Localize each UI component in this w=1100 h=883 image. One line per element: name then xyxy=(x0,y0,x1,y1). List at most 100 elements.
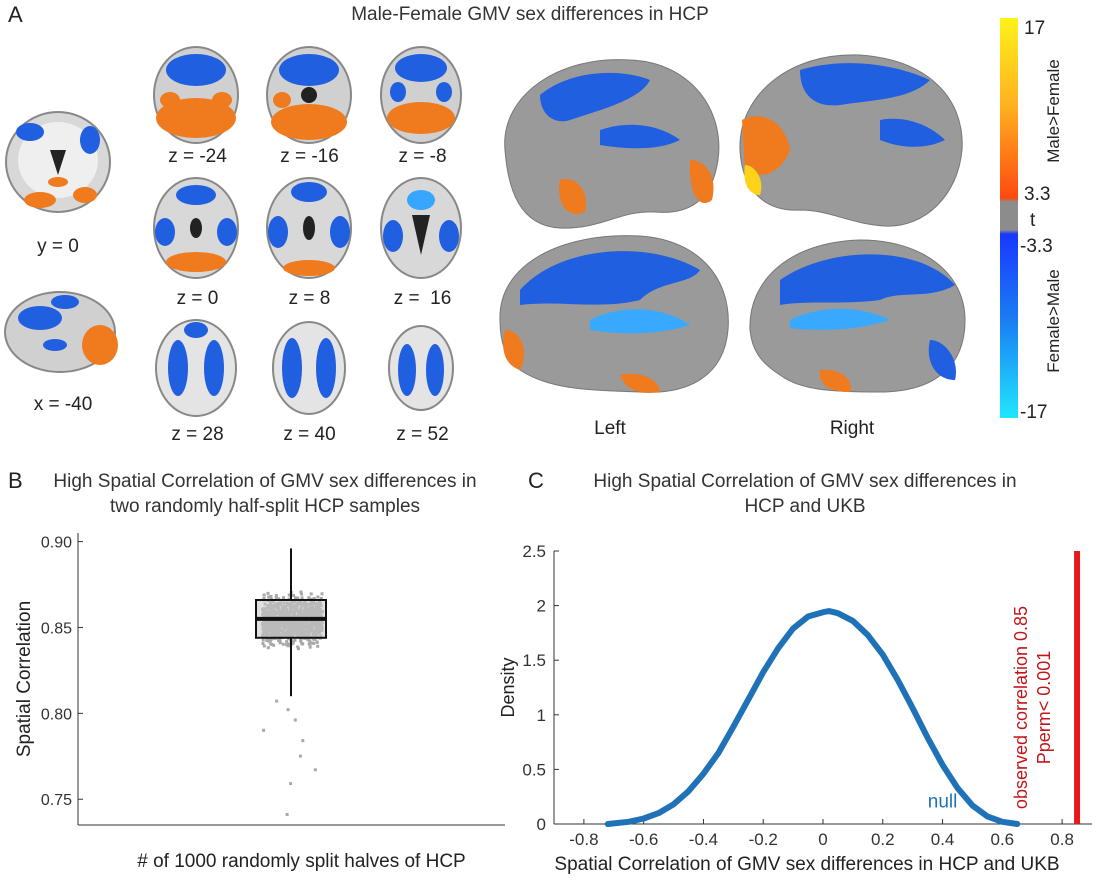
panel-a-letter: A xyxy=(8,2,23,27)
colorbar-neg-threshold: -3.3 xyxy=(1020,236,1053,257)
scatter-point xyxy=(310,641,314,645)
x-axis-label: Spatial Correlation of GMV sex differenc… xyxy=(554,854,1059,875)
x-tick-label: -0.8 xyxy=(569,830,598,849)
y-tick-label: 1.5 xyxy=(522,651,546,670)
colorbar-pos-threshold: 3.3 xyxy=(1024,184,1051,205)
colorbar-negative-label: Female>Male xyxy=(1044,269,1063,373)
outlier-point xyxy=(301,739,305,743)
null-density-curve xyxy=(604,608,1021,827)
scatter-point xyxy=(312,641,316,645)
x-tick-label: 0.8 xyxy=(1050,830,1074,849)
scatter-point xyxy=(278,638,282,642)
label-z-m24: z = -24 xyxy=(168,146,227,167)
scatter-point xyxy=(282,596,285,600)
scatter-point xyxy=(320,592,324,596)
scatter-point xyxy=(268,640,272,644)
label-z-52: z = 52 xyxy=(396,424,449,445)
label-z-16: z = 16 xyxy=(393,288,452,309)
scatter-point xyxy=(287,593,291,597)
scatter-point xyxy=(316,595,320,599)
scatter-point xyxy=(268,638,272,642)
label-z-m8: z = -8 xyxy=(398,146,447,167)
scatter-point xyxy=(293,638,297,642)
sagittal-slice xyxy=(4,291,118,373)
scatter-point xyxy=(287,642,291,646)
scatter-point xyxy=(284,643,288,647)
scatter-point xyxy=(261,642,265,645)
scatter-point xyxy=(266,637,270,641)
scatter-point xyxy=(316,644,320,648)
scatter-point xyxy=(269,594,273,598)
x-tick-label: 0 xyxy=(818,830,827,849)
label-left-hemisphere: Left xyxy=(594,418,626,439)
panel-c-density-chart: 0 0.5 1 1.5 2 2.5 -0.8 -0.6 -0.4 -0.2 0 0.2 0.4 0.6 0.… xyxy=(498,542,1092,875)
scatter-point xyxy=(267,595,271,599)
scatter-point xyxy=(299,638,303,641)
scatter-point xyxy=(262,644,266,648)
scatter-point xyxy=(308,642,312,646)
null-series-label: null xyxy=(928,792,958,813)
scatter-point xyxy=(300,642,304,645)
scatter-point xyxy=(291,641,295,645)
y-axis-label: Spatial Correlation xyxy=(14,601,35,757)
y-tick-label: 0 xyxy=(537,815,546,834)
scatter-point xyxy=(270,643,274,646)
scatter-point xyxy=(274,595,278,599)
outlier-point xyxy=(262,728,266,732)
y-tick-label: 0.90 xyxy=(41,535,72,552)
outlier-point xyxy=(275,699,279,703)
axial-slices xyxy=(153,46,462,417)
panel-a-title: Male-Female GMV sex differences in HCP xyxy=(351,4,709,25)
label-z-0: z = 0 xyxy=(176,288,219,309)
scatter-point xyxy=(300,596,304,600)
colorbar-positive-label: Male>Female xyxy=(1044,59,1063,163)
x-tick-label: -0.2 xyxy=(749,830,778,849)
y-tick-label: 0.5 xyxy=(522,760,546,779)
scatter-point xyxy=(308,645,312,649)
scatter-point xyxy=(293,596,297,600)
panel-c-letter: C xyxy=(528,468,544,493)
scatter-point xyxy=(296,596,300,600)
brain-figure xyxy=(4,18,1018,418)
y-tick-label: 2 xyxy=(537,597,546,616)
scatter-point xyxy=(312,637,316,641)
label-sagittal: x = -40 xyxy=(33,394,93,415)
outlier-point xyxy=(298,754,302,758)
observed-label-line2: Pperm< 0.001 xyxy=(1034,651,1054,765)
outlier-point xyxy=(286,708,290,712)
scatter-point xyxy=(312,597,316,600)
outlier-point xyxy=(289,782,293,786)
colorbar-t-label: t xyxy=(1030,210,1036,231)
scatter-point xyxy=(272,643,276,647)
scatter-point xyxy=(299,639,303,643)
scatter-point xyxy=(292,594,296,597)
panel-c-title-line2: HCP and UKB xyxy=(744,496,866,517)
observed-label-line1: observed correlation 0.85 xyxy=(1011,606,1031,809)
scatter-point xyxy=(262,593,266,597)
label-z-28: z = 28 xyxy=(171,424,224,445)
y-tick-label: 0.75 xyxy=(41,792,72,809)
scatter-point xyxy=(299,590,303,594)
outlier-point xyxy=(285,813,289,816)
scatter-point xyxy=(291,639,295,643)
colorbar-min: -17 xyxy=(1020,402,1048,423)
colorbar-max: 17 xyxy=(1024,18,1046,39)
scatter-point xyxy=(308,639,312,643)
y-tick-label: 2.5 xyxy=(522,542,546,561)
label-z-m16: z = -16 xyxy=(280,146,339,167)
panel-b-title-line1: High Spatial Correlation of GMV sex diff… xyxy=(53,471,477,492)
scatter-point xyxy=(274,594,278,598)
y-tick-label: 1 xyxy=(537,706,546,725)
label-right-hemisphere: Right xyxy=(829,418,875,439)
surface-right-medial xyxy=(749,239,966,393)
scatter-point xyxy=(276,597,280,601)
label-z-8: z = 8 xyxy=(288,288,331,309)
scatter-point xyxy=(261,638,265,642)
scatter-point xyxy=(288,597,292,601)
scatter-point xyxy=(306,638,310,642)
scatter-point xyxy=(319,596,323,600)
x-tick-label: -0.6 xyxy=(629,830,658,849)
label-coronal: y = 0 xyxy=(37,236,79,257)
x-tick-label: -0.4 xyxy=(689,830,718,849)
surface-left-lateral xyxy=(504,59,720,229)
